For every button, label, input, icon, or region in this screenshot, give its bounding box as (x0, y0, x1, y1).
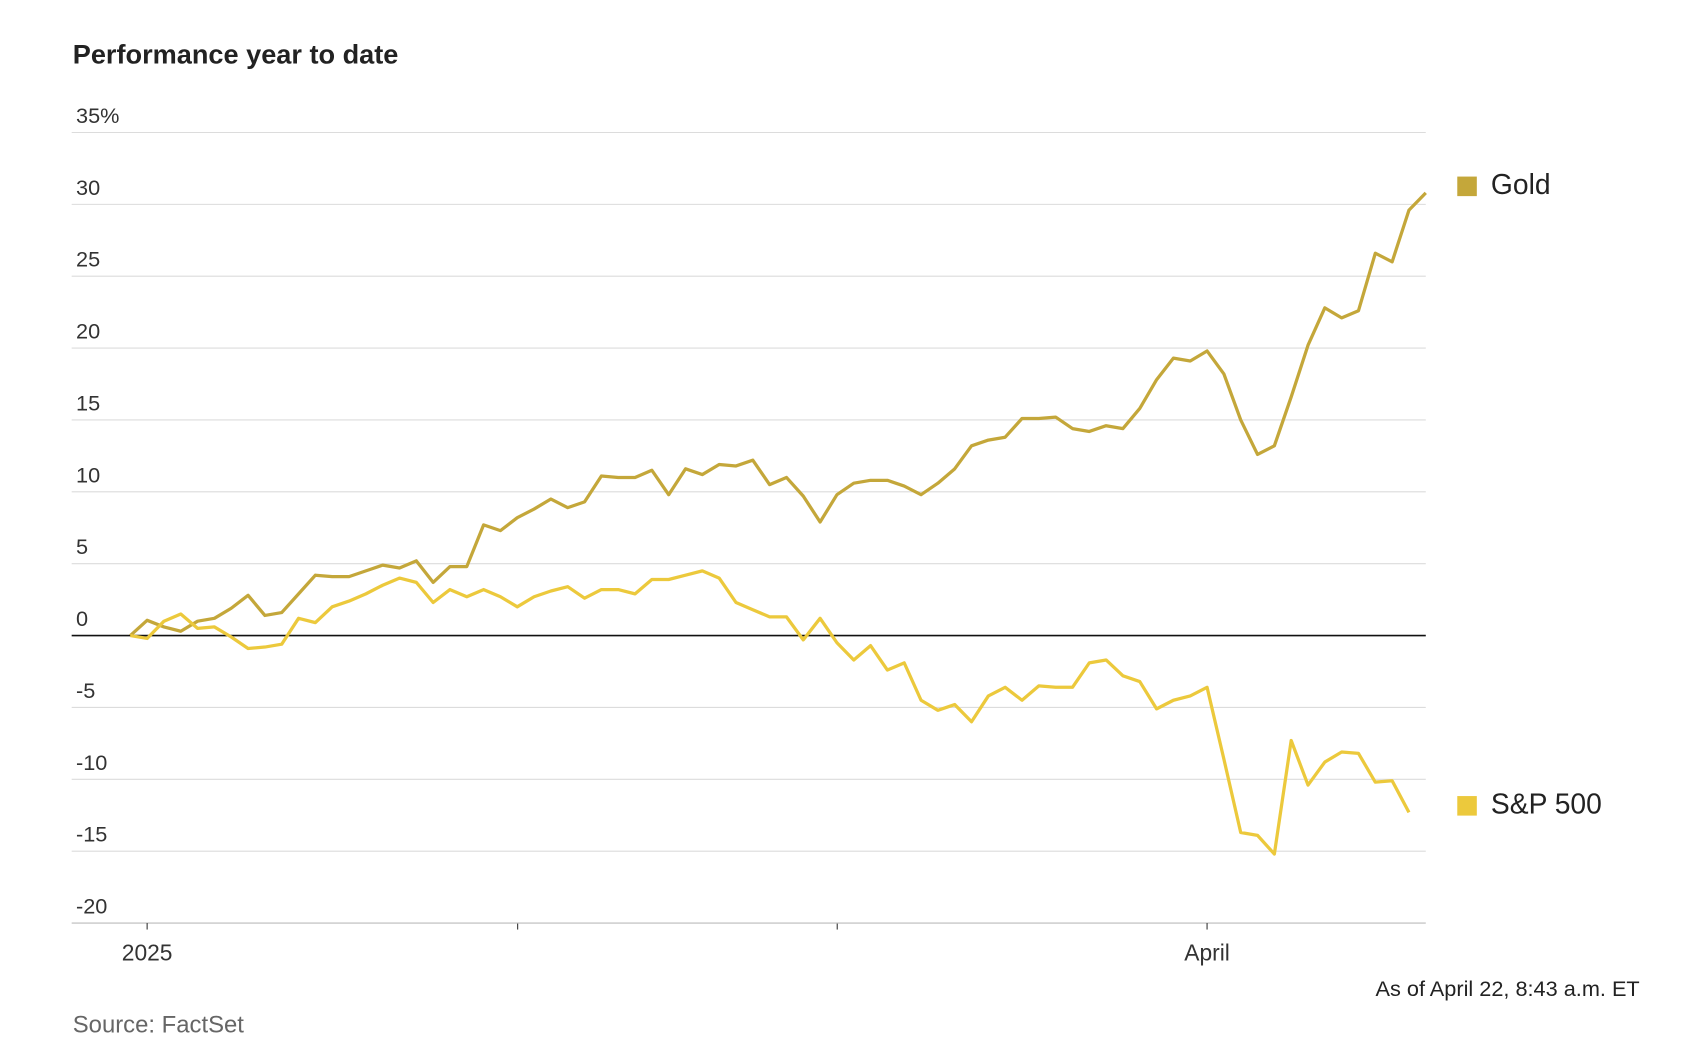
legend-label: Gold (1491, 168, 1551, 200)
series-line (129, 191, 1427, 637)
y-tick-label: 20 (76, 319, 100, 344)
y-tick-label: -10 (76, 750, 107, 775)
y-tick-label: 5 (76, 534, 88, 559)
note: As of April 22, 8:43 a.m. ET (1376, 976, 1640, 1001)
chart-title: Performance year to date (73, 39, 399, 70)
legend-swatch (1457, 176, 1477, 197)
x-tick-label: 2025 (122, 940, 173, 966)
y-tick-label: 25 (76, 247, 100, 272)
y-tick-label: 35% (76, 103, 119, 128)
y-tick-label: -5 (76, 678, 95, 703)
y-tick-label: 10 (76, 462, 100, 487)
y-tick-label: 0 (76, 606, 88, 631)
legend-swatch (1457, 796, 1477, 816)
x-tick-label: April (1184, 940, 1230, 966)
y-tick-label: 30 (76, 175, 100, 200)
legend-label: S&P 500 (1491, 787, 1602, 819)
y-tick-label: -20 (76, 894, 107, 919)
y-tick-label: 15 (76, 390, 100, 415)
y-tick-label: -15 (76, 822, 107, 847)
series-line (130, 569, 1411, 856)
source: Source: FactSet (73, 1011, 245, 1038)
